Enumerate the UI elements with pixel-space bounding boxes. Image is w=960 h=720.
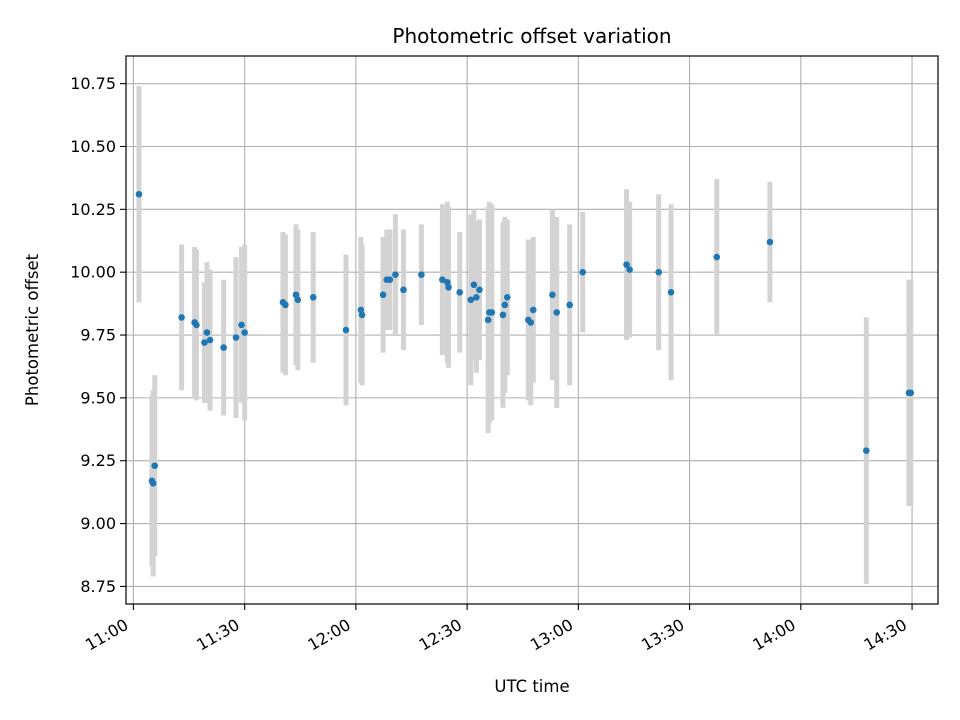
data-point bbox=[766, 238, 774, 246]
y-tick-label: 10.75 bbox=[70, 74, 116, 93]
y-axis: 8.75 9.00 9.25 9.50 9.75 10.00 10.25 10.50 10.75 bbox=[70, 74, 126, 596]
data-point bbox=[484, 316, 492, 324]
data-point bbox=[357, 306, 365, 314]
data-point bbox=[549, 291, 556, 299]
y-tick-label: 10.25 bbox=[70, 200, 116, 219]
x-axis-title: UTC time bbox=[494, 677, 569, 696]
data-point bbox=[473, 294, 480, 301]
data-point bbox=[309, 294, 317, 301]
chart-title: Photometric offset variation bbox=[392, 24, 671, 48]
data-point bbox=[220, 344, 227, 351]
data-point bbox=[488, 309, 496, 316]
data-point bbox=[386, 276, 394, 284]
data-point bbox=[467, 296, 475, 304]
y-tick-label: 9.25 bbox=[80, 451, 116, 470]
data-point bbox=[358, 311, 366, 319]
data-point bbox=[713, 253, 721, 261]
y-axis-title: Photometric offset bbox=[23, 253, 42, 406]
data-point bbox=[623, 261, 630, 268]
data-point bbox=[626, 266, 633, 273]
data-point bbox=[379, 291, 387, 299]
data-point bbox=[476, 286, 483, 294]
data-point bbox=[400, 286, 407, 294]
data-points bbox=[135, 190, 915, 487]
plot-frame bbox=[125, 55, 939, 605]
data-point bbox=[499, 311, 507, 319]
data-point bbox=[527, 319, 535, 326]
data-point bbox=[294, 296, 302, 304]
data-point bbox=[241, 329, 248, 336]
y-tick-label: 9.00 bbox=[80, 514, 116, 533]
data-point bbox=[418, 271, 425, 278]
data-point bbox=[193, 321, 200, 329]
data-point bbox=[201, 339, 208, 346]
data-point bbox=[863, 447, 870, 454]
data-point bbox=[553, 309, 561, 316]
data-point bbox=[439, 276, 446, 284]
data-point bbox=[206, 336, 214, 344]
y-tick-label: 10.00 bbox=[70, 263, 116, 282]
data-point bbox=[178, 314, 185, 321]
data-point bbox=[151, 462, 159, 470]
data-point bbox=[232, 334, 240, 341]
data-point bbox=[238, 321, 245, 329]
data-point bbox=[907, 389, 915, 397]
data-point bbox=[579, 268, 586, 276]
data-point bbox=[149, 480, 157, 487]
y-tick-label: 9.75 bbox=[80, 326, 116, 345]
data-point bbox=[566, 301, 573, 309]
data-point bbox=[342, 326, 350, 334]
y-tick-label: 9.50 bbox=[80, 388, 116, 407]
data-point bbox=[292, 291, 300, 299]
data-point bbox=[501, 301, 509, 309]
data-point bbox=[135, 190, 143, 198]
data-point bbox=[456, 288, 463, 296]
data-point bbox=[392, 271, 399, 278]
data-point bbox=[655, 268, 662, 276]
data-point bbox=[445, 283, 452, 291]
data-point bbox=[203, 329, 211, 336]
y-tick-label: 10.50 bbox=[70, 137, 116, 156]
data-point bbox=[529, 306, 537, 314]
data-point bbox=[444, 278, 451, 286]
y-tick-label: 8.75 bbox=[80, 577, 116, 596]
data-point bbox=[503, 294, 511, 301]
data-point bbox=[470, 281, 478, 289]
data-point bbox=[667, 288, 675, 296]
data-point bbox=[282, 301, 289, 309]
